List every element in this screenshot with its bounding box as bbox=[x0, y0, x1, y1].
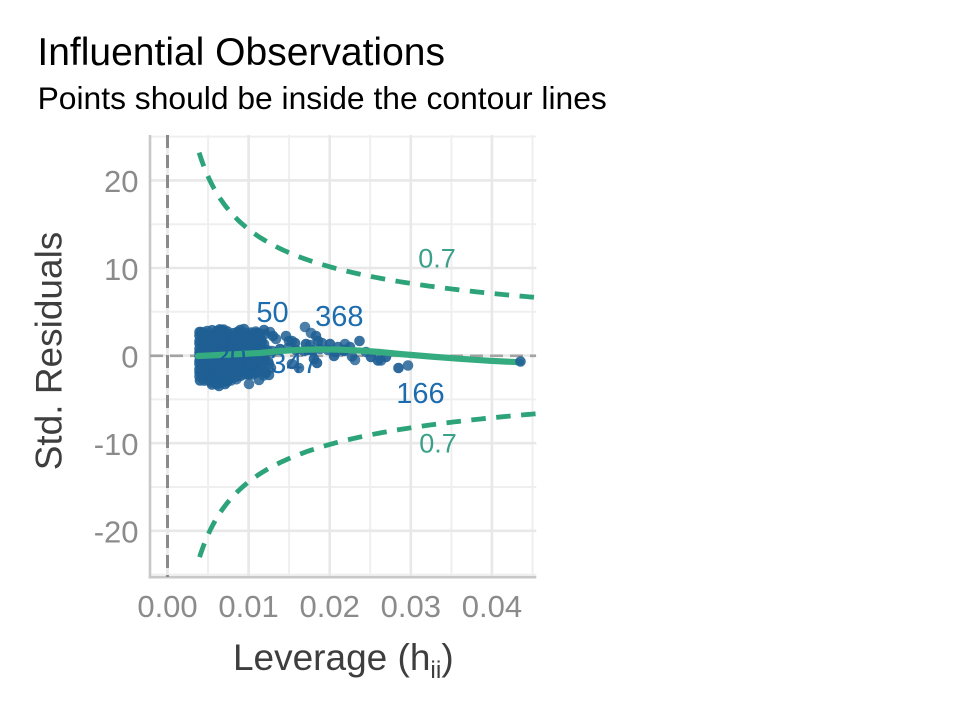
svg-text:0: 0 bbox=[121, 339, 138, 374]
svg-text:0.7: 0.7 bbox=[419, 429, 457, 459]
svg-text:Influential Observations: Influential Observations bbox=[37, 31, 445, 74]
svg-text:Points should be inside the co: Points should be inside the contour line… bbox=[38, 80, 607, 116]
svg-text:0.03: 0.03 bbox=[381, 589, 441, 624]
svg-text:368: 368 bbox=[315, 301, 363, 333]
svg-text:-20: -20 bbox=[94, 515, 139, 550]
svg-text:Std. Residuals: Std. Residuals bbox=[29, 232, 70, 471]
svg-text:10: 10 bbox=[104, 252, 138, 287]
svg-text:0.02: 0.02 bbox=[300, 589, 360, 624]
svg-text:0.7: 0.7 bbox=[418, 244, 456, 274]
svg-text:0.04: 0.04 bbox=[462, 589, 522, 624]
svg-text:Leverage (hii): Leverage (hii) bbox=[233, 637, 454, 684]
svg-text:20: 20 bbox=[214, 341, 246, 373]
svg-text:20: 20 bbox=[104, 164, 138, 199]
svg-text:166: 166 bbox=[396, 378, 444, 410]
svg-text:-10: -10 bbox=[94, 427, 139, 462]
svg-text:50: 50 bbox=[256, 297, 288, 329]
svg-text:0.01: 0.01 bbox=[218, 589, 278, 624]
svg-text:0.00: 0.00 bbox=[137, 589, 197, 624]
